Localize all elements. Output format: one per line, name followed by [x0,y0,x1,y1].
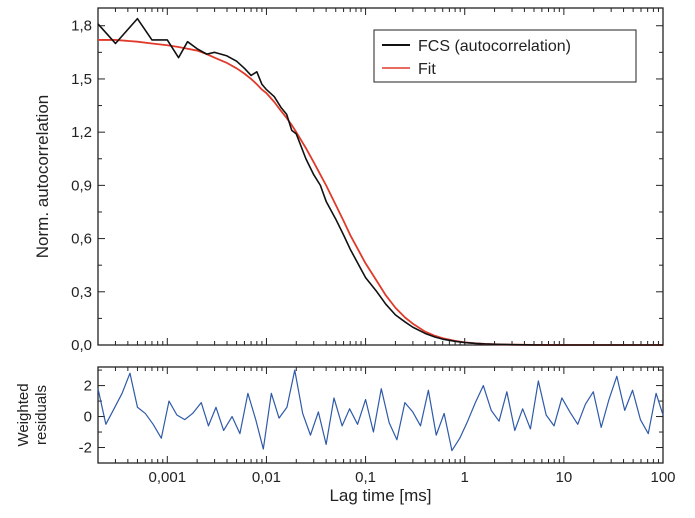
x-tick-label: 0,1 [355,469,376,486]
x-tick-label: 100 [650,469,675,486]
y-tick-label: 0,3 [71,284,92,301]
legend-label-fit: Fit [418,61,436,78]
x-tick-label: 1 [461,469,469,486]
series-line-fcs [97,17,663,346]
y-tick-label: 2 [84,378,92,395]
x-axis-title: Lag time [ms] [329,486,431,505]
x-tick-label: 10 [556,469,573,486]
y-tick-label: 0,0 [71,337,92,354]
y-tick-label: 0,9 [71,177,92,194]
y-tick-label: 1,5 [71,71,92,88]
legend: FCS (autocorrelation) Fit [373,29,637,83]
y-axis-title-residuals-line2: residuals [33,385,50,445]
top-panel-series [97,17,663,346]
y-axis-title-residuals-line1: Weighted [15,383,32,446]
y-tick-label: -2 [79,440,92,457]
residuals-panel-ticks: 0,001 0,01 0,1 1 10 100 -2 0 2 [79,367,676,486]
series-line-fit [98,39,663,346]
y-tick-label: 1,2 [71,124,92,141]
residuals-plot-area [97,366,664,464]
y-tick-label: 0,6 [71,231,92,248]
legend-box [373,29,637,83]
legend-label-fcs: FCS (autocorrelation) [418,38,571,55]
y-tick-label: 1,8 [71,18,92,35]
series-line-residuals [97,369,664,452]
top-panel-ticks: 0,0 0,3 0,6 0,9 1,2 1,5 1,8 [71,8,664,354]
x-tick-label: 0,01 [252,469,281,486]
residuals-panel-series [97,369,664,452]
top-plot-area [97,7,664,346]
y-tick-label: 0 [84,409,92,426]
y-axis-title-autocorrelation: Norm. autocorrelation [33,95,52,258]
x-tick-label: 0,001 [149,469,187,486]
